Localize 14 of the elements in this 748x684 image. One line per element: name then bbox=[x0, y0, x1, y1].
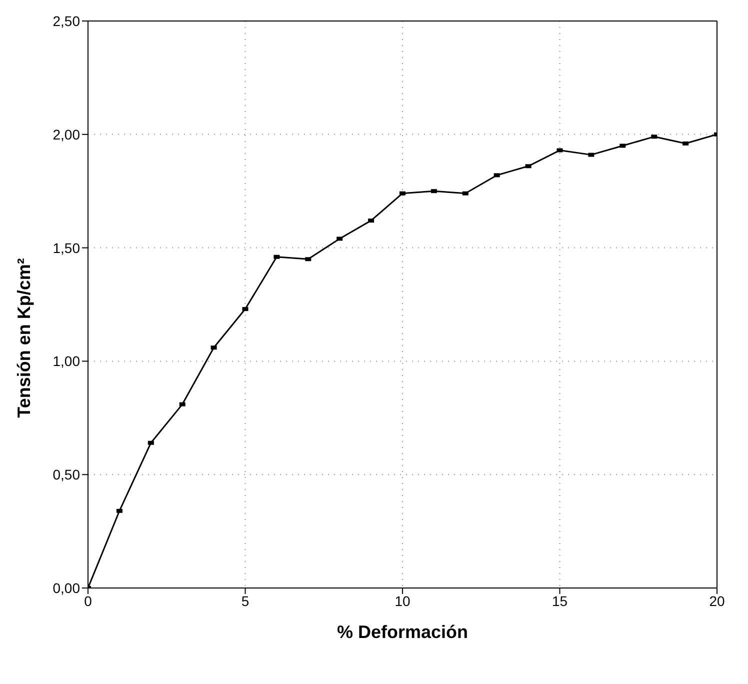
y-axis-title: Tensión en Kp/cm² bbox=[14, 258, 34, 418]
point bbox=[400, 191, 406, 196]
x-tick-label: 15 bbox=[552, 592, 568, 609]
y-tick-label: 1,50 bbox=[52, 240, 80, 256]
y-tick-label: 2,00 bbox=[52, 126, 80, 142]
x-tick-label: 20 bbox=[709, 592, 725, 609]
y-tick-label: 0,50 bbox=[52, 466, 80, 483]
y-tick-label: 2,50 bbox=[52, 12, 80, 29]
y-tick-label: 0,00 bbox=[52, 580, 80, 596]
x-tick-label: 10 bbox=[394, 592, 410, 609]
x-tick-label: 5 bbox=[241, 592, 250, 609]
y-tick-label: 1,00 bbox=[52, 353, 80, 370]
x-axis-title: % Deformación bbox=[336, 622, 468, 642]
x-tick-label: 0 bbox=[84, 592, 92, 609]
